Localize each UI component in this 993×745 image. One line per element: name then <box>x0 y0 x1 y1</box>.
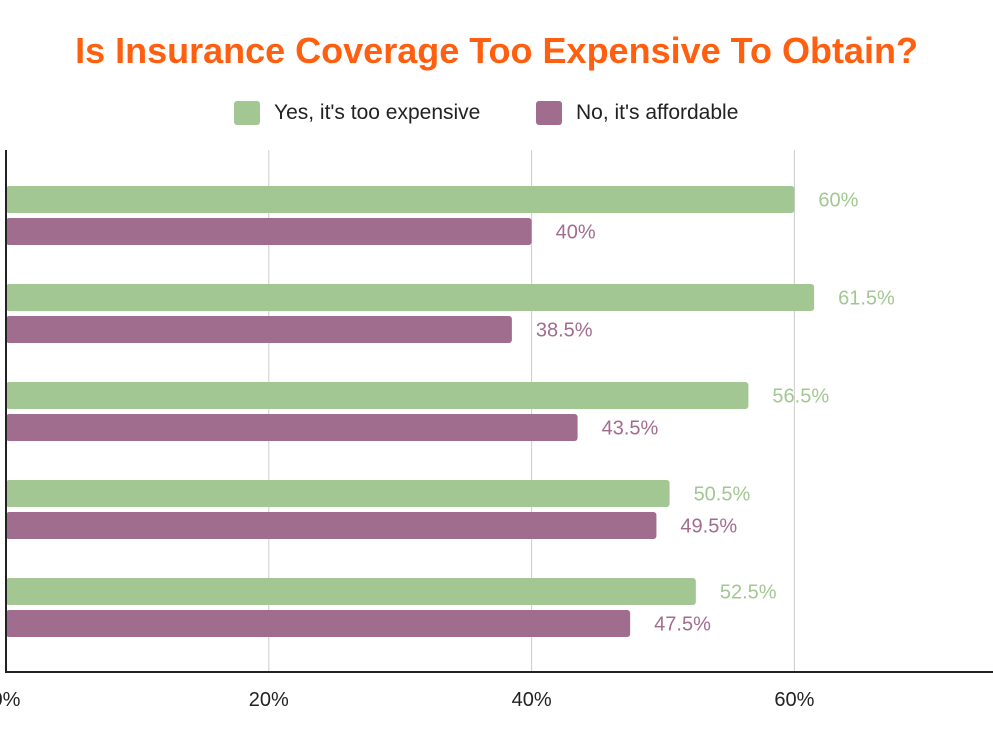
data-label-yes-2: 56.5% <box>772 386 829 408</box>
legend-swatch-no <box>536 101 562 125</box>
legend: Yes, it's too expensive No, it's afforda… <box>0 98 993 128</box>
bar-no-1 <box>6 316 512 343</box>
x-tick-label-2: 40% <box>512 689 552 711</box>
data-label-yes-3: 50.5% <box>694 484 751 506</box>
bar-yes-0 <box>6 186 795 213</box>
data-label-yes-1: 61.5% <box>838 288 895 310</box>
bar-no-0 <box>6 218 532 245</box>
bar-no-3 <box>6 512 657 539</box>
data-label-no-4: 47.5% <box>654 614 711 636</box>
bar-yes-4 <box>6 578 696 605</box>
x-tick-label-3: 60% <box>774 689 814 711</box>
data-label-no-3: 49.5% <box>680 516 737 538</box>
legend-swatch-yes <box>234 101 260 125</box>
bar-no-2 <box>6 414 578 441</box>
data-label-yes-0: 60% <box>818 190 858 212</box>
x-tick-label-0: 0% <box>0 689 21 711</box>
bar-no-4 <box>6 610 631 637</box>
data-label-no-2: 43.5% <box>602 418 659 440</box>
legend-label-yes: Yes, it's too expensive <box>274 101 481 124</box>
data-label-no-0: 40% <box>556 222 596 244</box>
x-tick-label-1: 20% <box>249 689 289 711</box>
data-label-no-1: 38.5% <box>536 320 593 342</box>
bar-yes-1 <box>6 284 815 311</box>
bar-yes-3 <box>6 480 670 507</box>
legend-item-no: No, it's affordable <box>536 98 738 128</box>
data-label-yes-4: 52.5% <box>720 582 777 604</box>
legend-label-no: No, it's affordable <box>576 101 739 124</box>
legend-item-yes: Yes, it's too expensive <box>234 98 480 128</box>
chart-title: Is Insurance Coverage Too Expensive To O… <box>75 30 918 71</box>
bar-yes-2 <box>6 382 749 409</box>
